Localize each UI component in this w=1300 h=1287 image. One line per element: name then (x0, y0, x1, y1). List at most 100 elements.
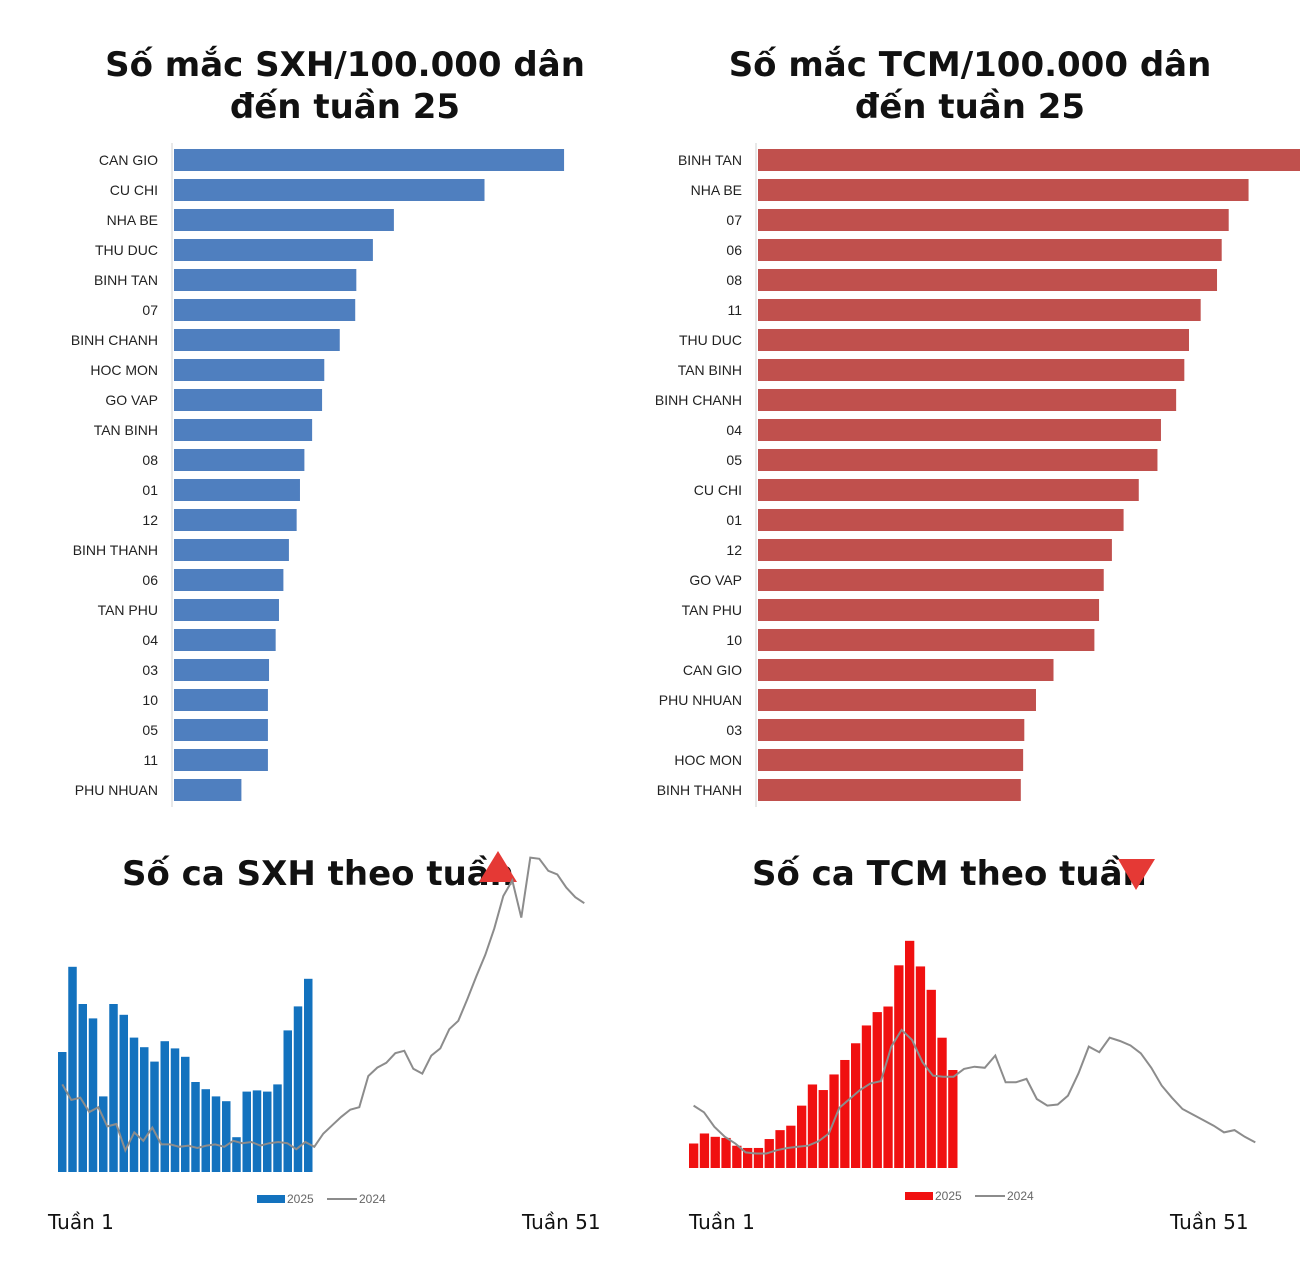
sxh-weekly-bar (99, 1096, 108, 1172)
tcm-rate-category-label: TAN BINH (678, 362, 742, 378)
tcm-weekly-bar (926, 989, 936, 1168)
tcm-rate-bar (758, 509, 1124, 531)
tcm-rate-category-label: 08 (726, 272, 742, 288)
sxh-rate-category-label: GO VAP (105, 392, 158, 408)
sxh-weekly-bar (68, 966, 77, 1172)
sxh-rate-category-label: BINH TAN (94, 272, 158, 288)
sxh-rate-category-label: THU DUC (95, 242, 158, 258)
tcm-rate-category-label: 04 (726, 422, 742, 438)
tcm-weekly-legend-swatch-2025 (905, 1192, 933, 1200)
sxh-rate-category-label: 08 (142, 452, 158, 468)
tcm-weekly-bar (743, 1147, 753, 1168)
tcm-rate-bar (758, 689, 1036, 711)
sxh-rate-bar (174, 389, 323, 411)
sxh-rate-category-label: PHU NHUAN (75, 782, 158, 798)
sxh-rate-title-line1: Số mắc SXH/100.000 dân (105, 45, 585, 85)
sxh-rate-bar (174, 509, 297, 531)
tcm-weekly-bar (818, 1090, 828, 1168)
sxh-weekly-bar (242, 1091, 251, 1172)
tcm-weekly-bar (689, 1143, 699, 1168)
tcm-rate-bar (758, 719, 1025, 741)
tcm-week-end-label: Tuần 51 (1170, 1210, 1249, 1234)
tcm-weekly-bar (732, 1145, 742, 1168)
tcm-rate-category-label: 03 (726, 722, 742, 738)
tcm-weekly-bar (872, 1012, 882, 1168)
tcm-weekly-bar (948, 1070, 958, 1168)
tcm-rate-category-label: CAN GIO (683, 662, 742, 678)
tcm-rate-bar (758, 599, 1100, 621)
sxh-rate-category-label: TAN PHU (98, 602, 158, 618)
sxh-weekly-bar (88, 1018, 98, 1172)
sxh-rate-bar (174, 209, 394, 231)
sxh-weekly-bar (252, 1090, 262, 1172)
sxh-rate-bar (174, 239, 373, 261)
sxh-rate-category-label: BINH CHANH (71, 332, 158, 348)
tcm-rate-bar (758, 209, 1229, 231)
tcm-weekly-bar (721, 1137, 731, 1168)
sxh-weekly-legend-swatch-2025 (257, 1195, 285, 1203)
sxh-rate-bar (174, 269, 357, 291)
sxh-rate-bar (174, 689, 268, 711)
tcm-weekly-legend-label-2025: 2025 (935, 1189, 962, 1203)
sxh-rate-bar (174, 479, 300, 501)
tcm-weekly-bar (937, 1037, 947, 1168)
tcm-rate-bar (758, 569, 1104, 591)
tcm-rate-category-label: 06 (726, 242, 742, 258)
tcm-weekly-bar (894, 965, 904, 1168)
tcm-week-start-label: Tuần 1 (689, 1210, 755, 1234)
tcm-rate-title-line1: Số mắc TCM/100.000 dân (728, 45, 1212, 85)
sxh-weekly-bar (170, 1048, 180, 1172)
sxh-rate-bar (174, 719, 268, 741)
tcm-weekly-bar (915, 966, 926, 1168)
sxh-rate-bar (174, 149, 565, 171)
tcm-weekly-bar (797, 1105, 807, 1168)
sxh-rate-category-label: 01 (142, 482, 158, 498)
tcm-rate-bar (758, 629, 1095, 651)
tcm-rate-category-label: BINH THANH (657, 782, 742, 798)
sxh-weekly-bar (283, 1030, 292, 1172)
sxh-weekly-bar (293, 1006, 303, 1172)
sxh-week-start-label: Tuần 1 (48, 1210, 114, 1234)
tcm-weekly-title: Số ca TCM theo tuần (752, 853, 1147, 895)
sxh-rate-category-label: NHA BE (107, 212, 158, 228)
sxh-rate-bar (174, 599, 279, 621)
sxh-rate-category-label: 03 (142, 662, 158, 678)
sxh-rate-bar (174, 659, 270, 681)
sxh-rate-bar (174, 569, 284, 591)
sxh-rate-category-label: CU CHI (110, 182, 158, 198)
tcm-weekly-legend-label-2024: 2024 (1007, 1189, 1034, 1203)
sxh-rate-category-label: 11 (143, 752, 158, 768)
sxh-weekly-bar (109, 1004, 118, 1172)
sxh-rate-bar (174, 419, 313, 441)
sxh-weekly-bar (181, 1056, 190, 1172)
sxh-weekly-bar (160, 1041, 169, 1172)
tcm-rate-bar (758, 299, 1201, 321)
sxh-weekly-title-text: Số ca SXH theo tuần (122, 854, 514, 894)
tcm-rate-category-label: 01 (726, 512, 742, 528)
sxh-weekly-bar (78, 1004, 87, 1172)
tcm-rate-bar (758, 269, 1218, 291)
tcm-rate-title: Số mắc TCM/100.000 dân đến tuần 25 (665, 44, 1275, 128)
tcm-weekly-bar (710, 1136, 720, 1168)
tcm-rate-category-label: 11 (727, 302, 742, 318)
sxh-weekly-bar (222, 1101, 231, 1172)
sxh-weekly-bar (119, 1014, 128, 1172)
tcm-rate-bar (758, 419, 1161, 441)
sxh-weekly-bar (191, 1082, 200, 1172)
sxh-weekly-legend-label-2024: 2024 (359, 1192, 386, 1206)
sxh-rate-title: Số mắc SXH/100.000 dân đến tuần 25 (40, 44, 650, 128)
sxh-weekly-bar (263, 1091, 272, 1172)
sxh-rate-category-label: 04 (142, 632, 158, 648)
sxh-rate-category-label: BINH THANH (73, 542, 158, 558)
tcm-rate-category-label: BINH TAN (678, 152, 742, 168)
sxh-rate-category-label: TAN BINH (94, 422, 158, 438)
sxh-rate-bar (174, 749, 268, 771)
tcm-rate-category-label: CU CHI (694, 482, 742, 498)
tcm-weekly-bar (851, 1043, 861, 1168)
tcm-rate-category-label: 12 (726, 542, 742, 558)
sxh-weekly-bar (211, 1096, 221, 1172)
sxh-rate-bar (174, 629, 276, 651)
tcm-rate-bar (758, 659, 1054, 681)
